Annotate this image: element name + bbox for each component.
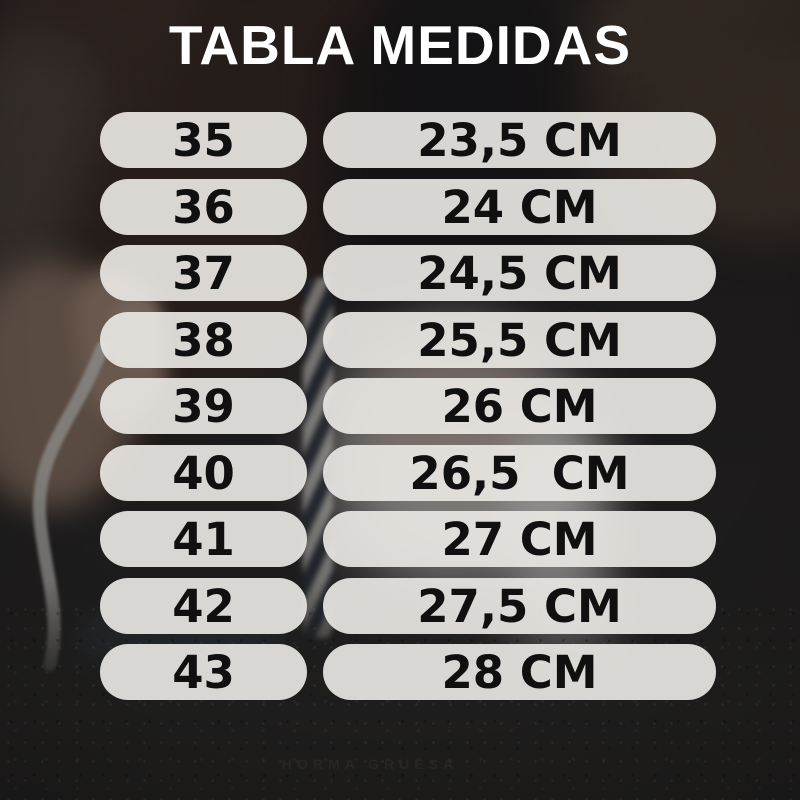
measure-pill: 26,5 CM <box>323 444 716 501</box>
measure-pill: 23,5 CM <box>323 112 716 168</box>
size-table-row: 35 23,5 CM <box>0 112 800 168</box>
size-pill: 36 <box>100 178 307 235</box>
size-table-row: 42 27,5 CM <box>0 577 800 634</box>
size-pill: 42 <box>100 577 307 634</box>
size-pill: 35 <box>100 112 307 168</box>
size-pill: 41 <box>100 511 307 567</box>
size-pill: 37 <box>100 245 307 301</box>
size-table-row: 37 24,5 CM <box>0 245 800 301</box>
page-title: TABLA MEDIDAS <box>168 14 632 76</box>
measure-pill: 27,5 CM <box>323 577 716 634</box>
measure-pill: 28 CM <box>323 644 716 700</box>
measure-pill: 24,5 CM <box>323 245 716 301</box>
size-pill: 39 <box>100 378 307 434</box>
size-table-row: 41 27 CM <box>0 511 800 567</box>
size-table-row: 40 26,5 CM <box>0 444 800 501</box>
measure-pill: 27 CM <box>323 511 716 567</box>
size-pill: 40 <box>100 444 307 501</box>
size-table: 35 23,5 CM 36 24 CM 37 24,5 CM 38 25,5 C… <box>0 112 800 700</box>
measure-pill: 24 CM <box>323 178 716 235</box>
size-pill: 43 <box>100 644 307 700</box>
size-table-row: 36 24 CM <box>0 178 800 235</box>
size-pill: 38 <box>100 311 307 368</box>
measure-pill: 26 CM <box>323 378 716 434</box>
measure-pill: 25,5 CM <box>323 311 716 368</box>
size-table-row: 39 26 CM <box>0 378 800 434</box>
size-table-row: 38 25,5 CM <box>0 311 800 368</box>
size-table-row: 43 28 CM <box>0 644 800 700</box>
footer-note: HORMA GRUESA <box>281 756 459 772</box>
